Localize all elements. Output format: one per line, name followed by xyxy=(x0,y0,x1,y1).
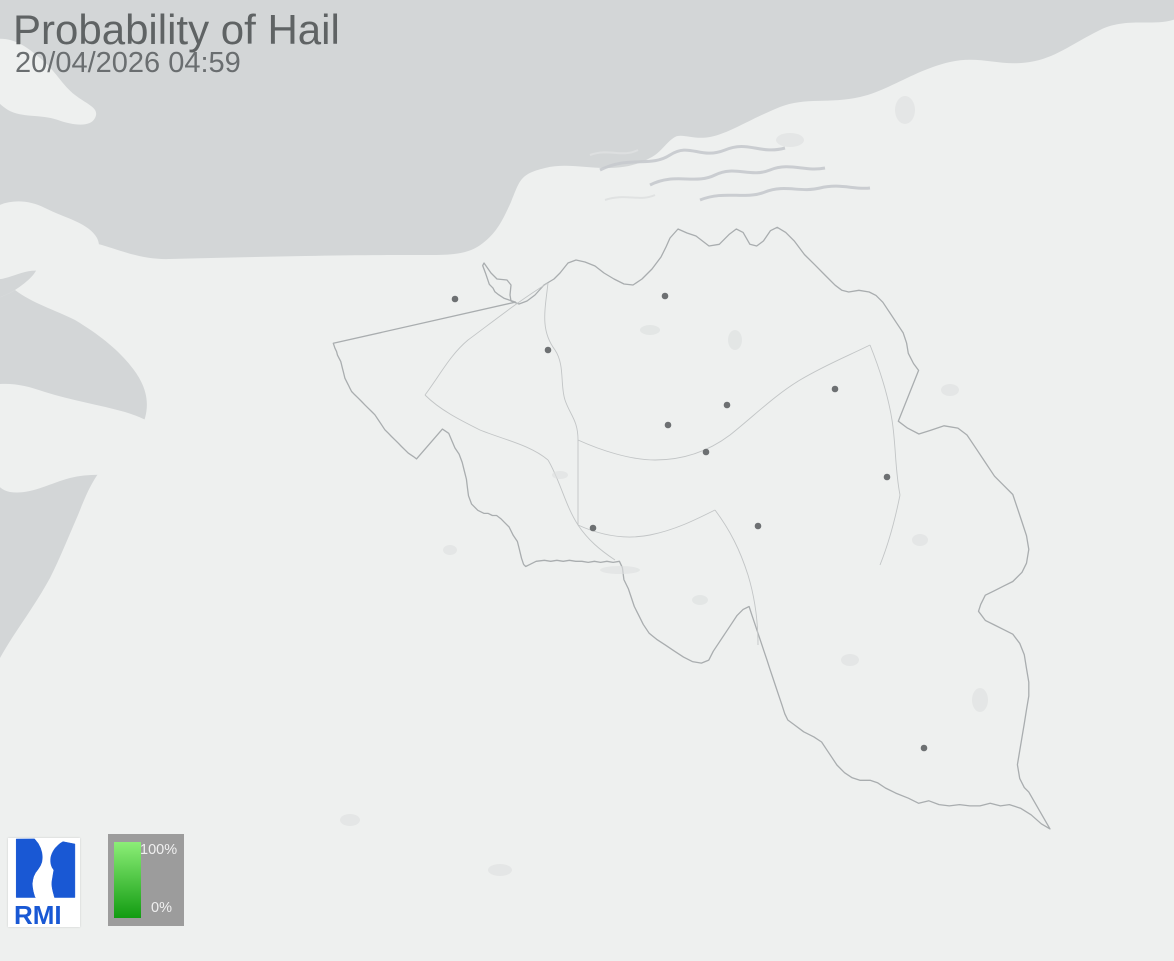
svg-text:RMI: RMI xyxy=(14,900,62,927)
svg-text:100%: 100% xyxy=(140,842,177,858)
svg-text:0%: 0% xyxy=(151,900,172,916)
